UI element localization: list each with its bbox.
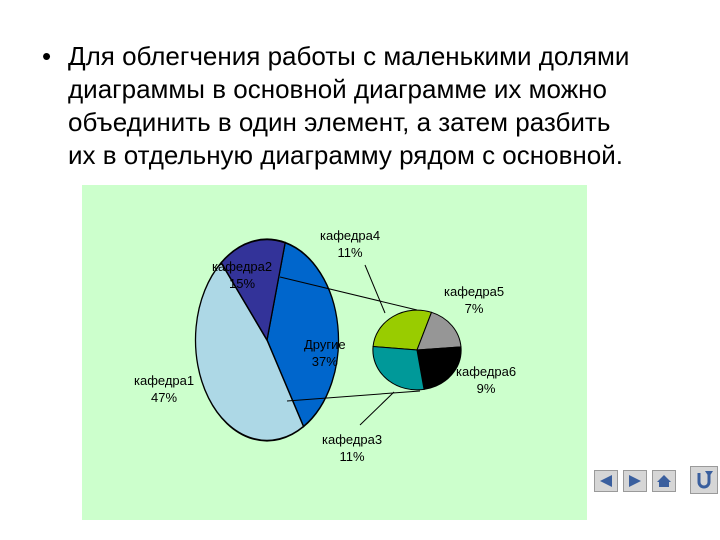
home-icon [657, 475, 671, 487]
bullet-line-2: диаграммы в основной диаграмме их можно [68, 74, 607, 104]
bullet-line-1: Для облегчения работы с маленькими долям… [68, 41, 630, 71]
bullet-marker: • [42, 41, 52, 71]
leader-kafedra4 [364, 264, 386, 314]
prev-slide-button[interactable] [594, 470, 618, 492]
label-kafedra2: кафедра2 15% [212, 258, 272, 292]
label-kafedra3: кафедра3 11% [322, 431, 382, 465]
return-icon [697, 471, 713, 489]
label-kafedra6: кафедра6 9% [456, 363, 516, 397]
connector-bottom [286, 390, 421, 402]
label-kafedra1-value: 47% [151, 390, 178, 405]
next-arrow-icon [629, 475, 641, 487]
label-kafedra5-name: кафедра5 [444, 284, 505, 299]
label-drugie: Другие 37% [304, 336, 346, 370]
prev-arrow-icon [600, 475, 612, 487]
secondary-slice-кафедра4 [372, 309, 433, 351]
secondary-pie [372, 309, 462, 391]
bullet-line-4: их в отдельную диаграмму рядом с основно… [68, 140, 623, 170]
label-kafedra6-value: 9% [476, 381, 496, 396]
label-kafedra6-name: кафедра6 [456, 364, 517, 379]
secondary-slice-кафедра3 [372, 346, 425, 391]
bullet-line-3: объединить в один элемент, а затем разби… [68, 107, 611, 137]
secondary-slice-кафедра5 [416, 311, 462, 351]
pie-of-pie-chart: кафедра2 15% кафедра1 47% Другие 37% каф… [82, 185, 587, 520]
connector-top [279, 276, 418, 311]
secondary-slice-кафедра6 [416, 346, 462, 390]
main-slice-кафедра2 [220, 238, 286, 342]
return-button[interactable] [690, 466, 718, 494]
label-kafedra1: кафедра1 47% [134, 372, 194, 406]
main-slice-кафедра1 [194, 261, 305, 442]
chart-svg [194, 238, 462, 442]
label-kafedra1-name: кафедра1 [134, 373, 195, 388]
label-leader-lines [359, 264, 395, 426]
label-kafedra5-value: 7% [464, 301, 484, 316]
bullet-text-block: • Для облегчения работы с маленькими дол… [42, 40, 692, 172]
label-kafedra3-value: 11% [339, 449, 365, 464]
label-kafedra5: кафедра5 7% [444, 283, 504, 317]
label-drugie-name: Другие [304, 337, 346, 352]
label-kafedra4-value: 11% [337, 245, 363, 260]
home-button[interactable] [652, 470, 676, 492]
leader-kafedra3 [359, 391, 395, 426]
label-kafedra2-name: кафедра2 [212, 259, 273, 274]
label-kafedra3-name: кафедра3 [322, 432, 383, 447]
main-pie [194, 238, 340, 442]
next-slide-button[interactable] [623, 470, 647, 492]
label-kafedra4: кафедра4 11% [320, 227, 380, 261]
label-kafedra4-name: кафедра4 [320, 228, 381, 243]
pie-connector-lines [279, 276, 421, 402]
slide-navigation [594, 470, 676, 494]
label-drugie-value: 37% [311, 354, 338, 369]
label-kafedra2-value: 15% [229, 276, 256, 291]
